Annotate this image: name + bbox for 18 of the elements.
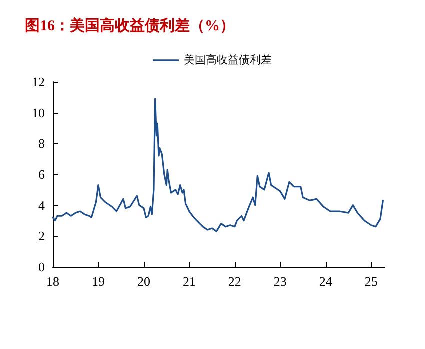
- legend-label: 美国高收益债利差: [184, 54, 272, 66]
- line-series: [52, 98, 384, 232]
- x-tick-label: 23: [274, 274, 287, 289]
- y-tick-label: 8: [38, 136, 45, 152]
- x-tick-label: 22: [228, 274, 242, 289]
- chart-title: 图16：美国高收益债利差（%）: [25, 16, 235, 34]
- y-tick-label: 0: [38, 260, 45, 274]
- y-tick-label: 10: [32, 105, 45, 120]
- y-tick-label: 6: [38, 167, 46, 182]
- x-tick-label: 25: [364, 274, 378, 289]
- y-tick-label: 2: [38, 228, 45, 244]
- x-tick-label: 21: [182, 274, 196, 289]
- y-tick-label: 12: [32, 74, 45, 90]
- x-tick-label: 19: [92, 274, 105, 289]
- x-tick-label: 20: [137, 274, 150, 289]
- x-tick-label: 24: [319, 274, 333, 289]
- y-tick-label: 4: [38, 198, 46, 213]
- x-tick-label: 18: [46, 274, 60, 289]
